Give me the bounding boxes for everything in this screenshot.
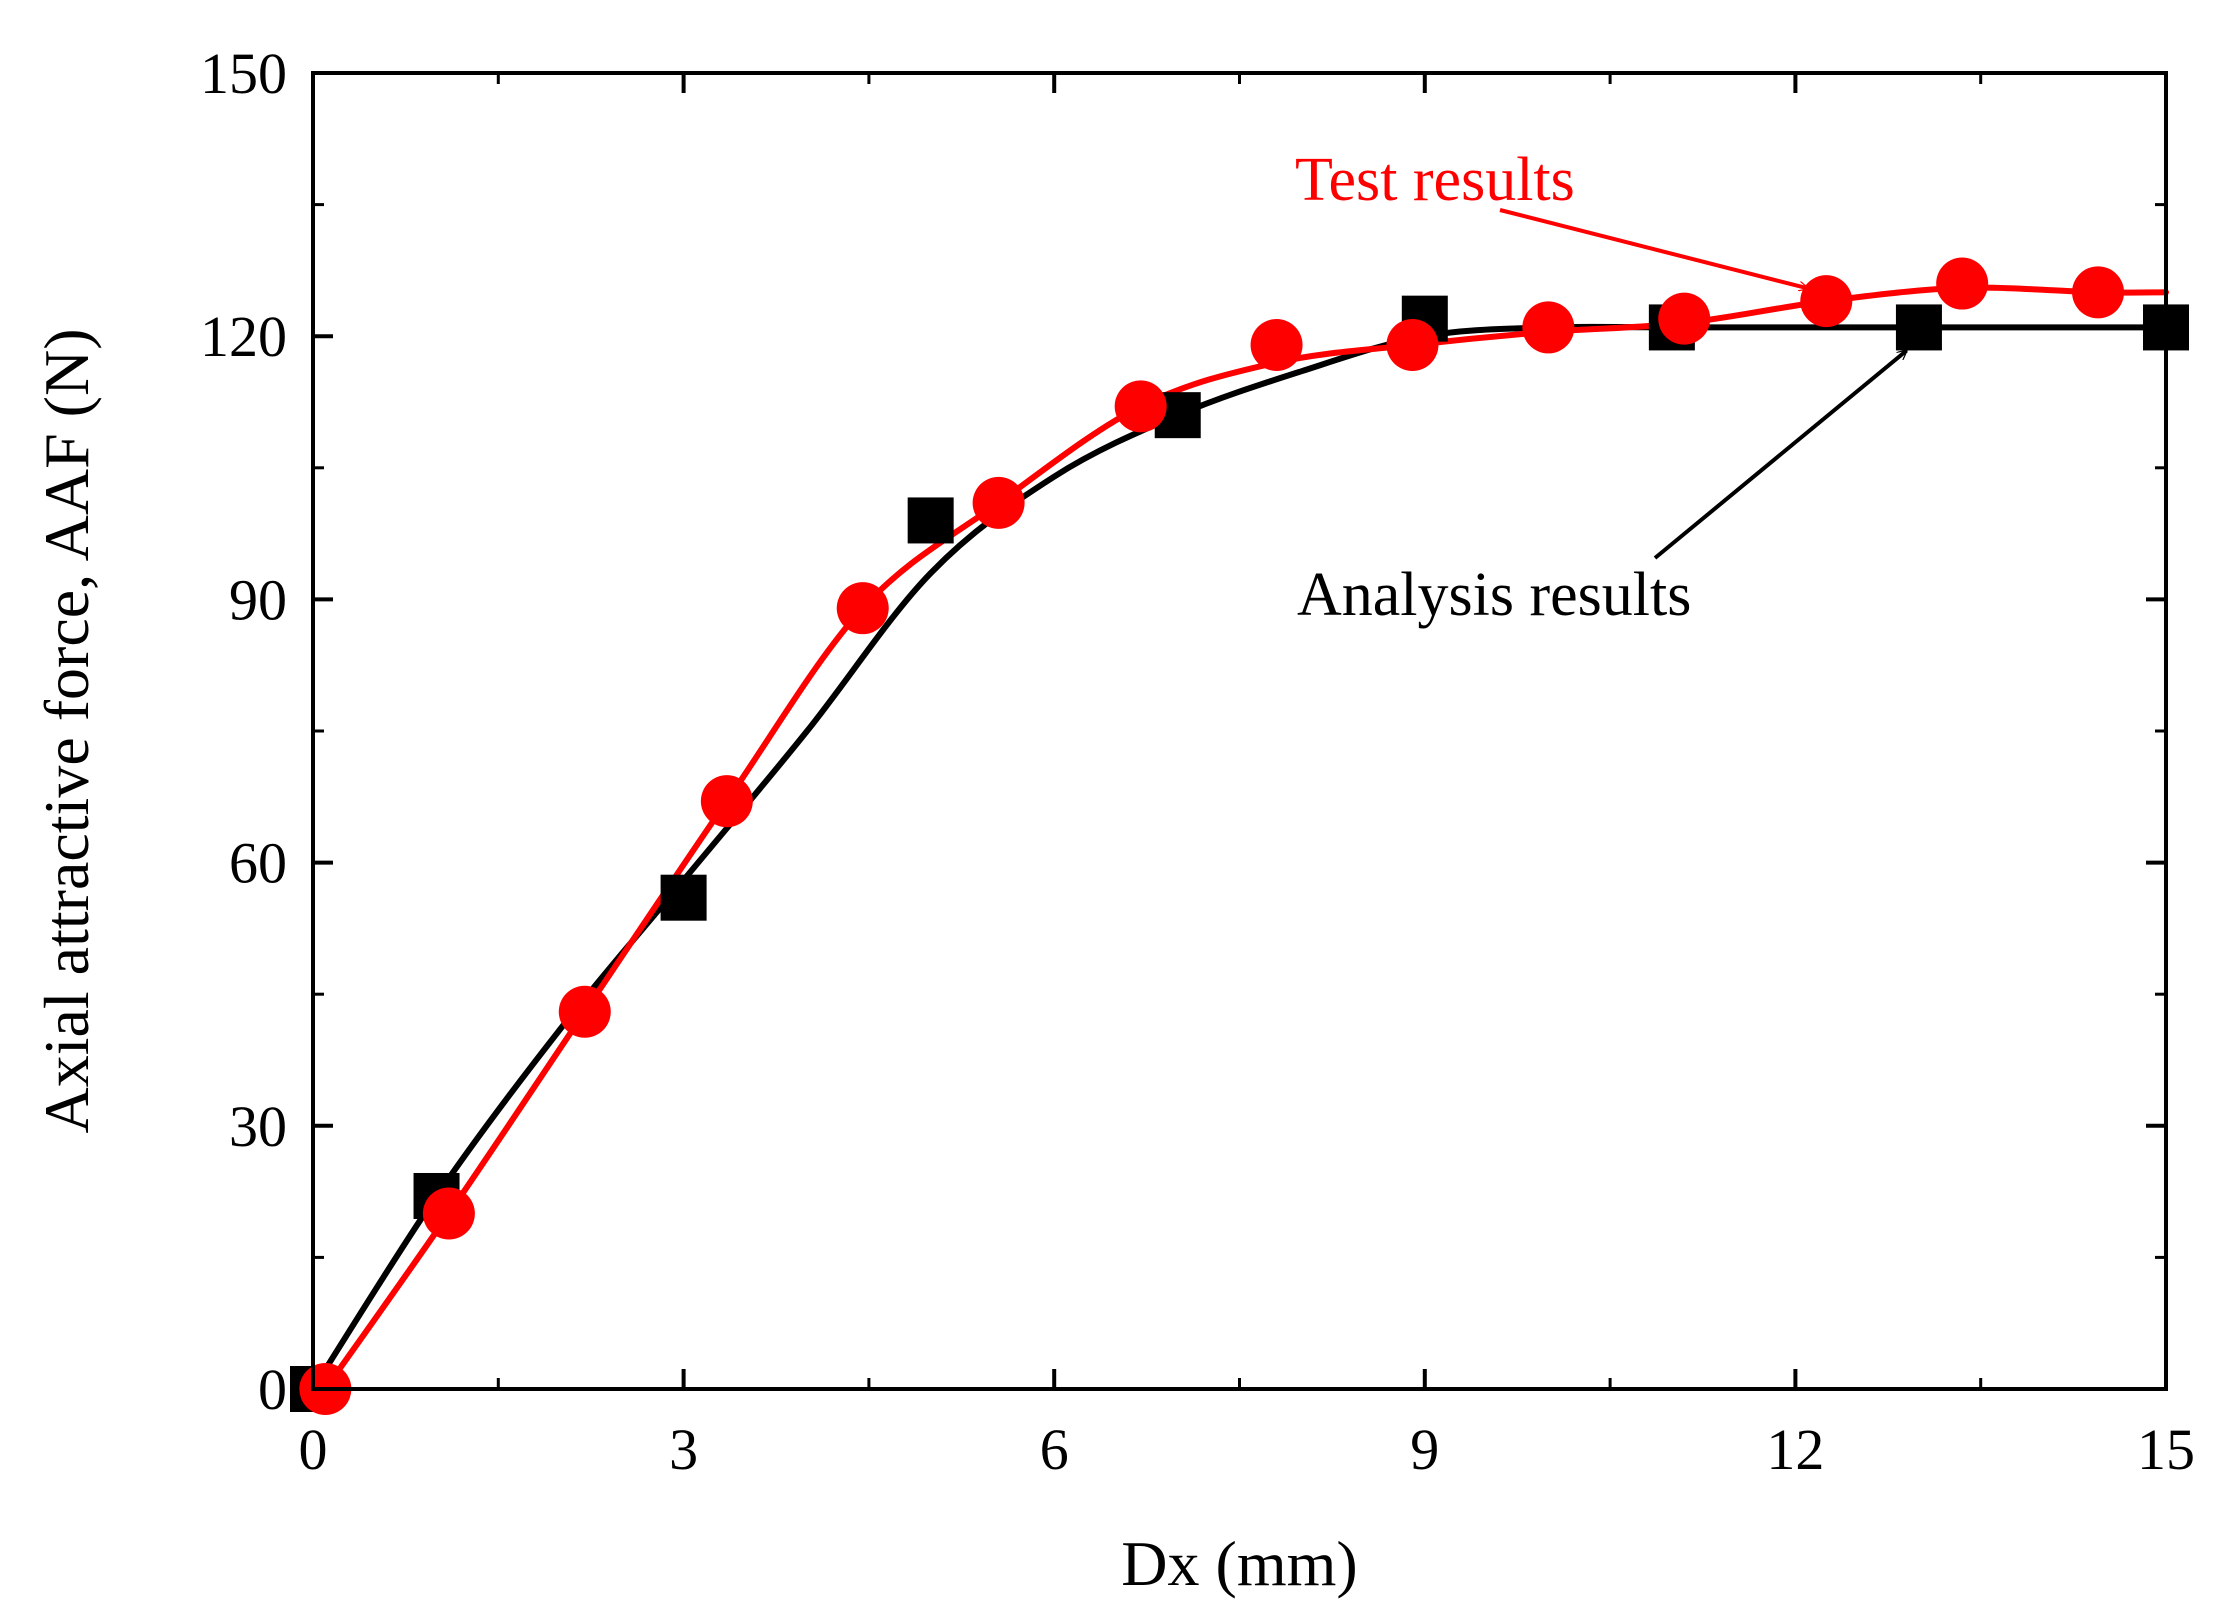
x-axis-title: Dx (mm) xyxy=(1121,1528,1357,1599)
annotations-layer: Test results Analysis results xyxy=(1295,146,1907,629)
x-tick-label-6: 6 xyxy=(1040,1417,1069,1482)
marker-circle-test-results-6 xyxy=(1114,380,1167,433)
marker-circle-test-results-2 xyxy=(558,985,611,1038)
y-tick-label-150: 150 xyxy=(200,41,287,106)
marker-circle-test-results-10 xyxy=(1658,292,1711,345)
marker-circle-test-results-1 xyxy=(422,1187,475,1240)
marker-circle-test-results-8 xyxy=(1386,318,1439,371)
marker-circle-test-results-9 xyxy=(1522,301,1575,354)
plot-frame xyxy=(311,71,2168,1391)
x-tick-label-9: 9 xyxy=(1410,1417,1439,1482)
y-tick-label-30: 30 xyxy=(229,1094,287,1159)
y-tick-label-60: 60 xyxy=(229,831,287,896)
ticks-layer xyxy=(311,71,2168,1391)
y-tick-label-0: 0 xyxy=(258,1357,287,1422)
marker-circle-test-results-13 xyxy=(2072,266,2125,319)
marker-circle-test-results-12 xyxy=(1936,257,1989,310)
x-tick-label-12: 12 xyxy=(1766,1417,1824,1482)
y-tick-label-120: 120 xyxy=(200,304,287,369)
marker-square-analysis-results-3 xyxy=(907,497,954,544)
y-axis-title: Axial attractive force, AAF (N) xyxy=(31,328,102,1133)
x-tick-label-0: 0 xyxy=(299,1417,328,1482)
series-line-analysis-results xyxy=(310,323,2169,1392)
x-tick-label-3: 3 xyxy=(669,1417,698,1482)
annotation-analysis-results: Analysis results xyxy=(1297,561,1691,629)
marker-square-analysis-results-2 xyxy=(660,874,707,921)
marker-circle-test-results-5 xyxy=(972,476,1025,529)
x-tick-label-15: 15 xyxy=(2137,1417,2195,1482)
y-tick-label-90: 90 xyxy=(229,567,287,632)
annotation-arrow-test xyxy=(1499,208,1808,288)
marker-circle-test-results-4 xyxy=(836,582,889,635)
annotation-arrow-analysis xyxy=(1653,349,1907,560)
annotation-test-results: Test results xyxy=(1295,146,1575,214)
series-line-test-results xyxy=(322,284,2169,1392)
curves-layer xyxy=(310,284,2169,1392)
markers-layer xyxy=(290,257,2189,1415)
marker-circle-test-results-3 xyxy=(700,775,753,828)
marker-circle-test-results-7 xyxy=(1250,318,1303,371)
marker-circle-test-results-11 xyxy=(1800,275,1853,328)
marker-square-analysis-results-7 xyxy=(1895,304,1942,351)
